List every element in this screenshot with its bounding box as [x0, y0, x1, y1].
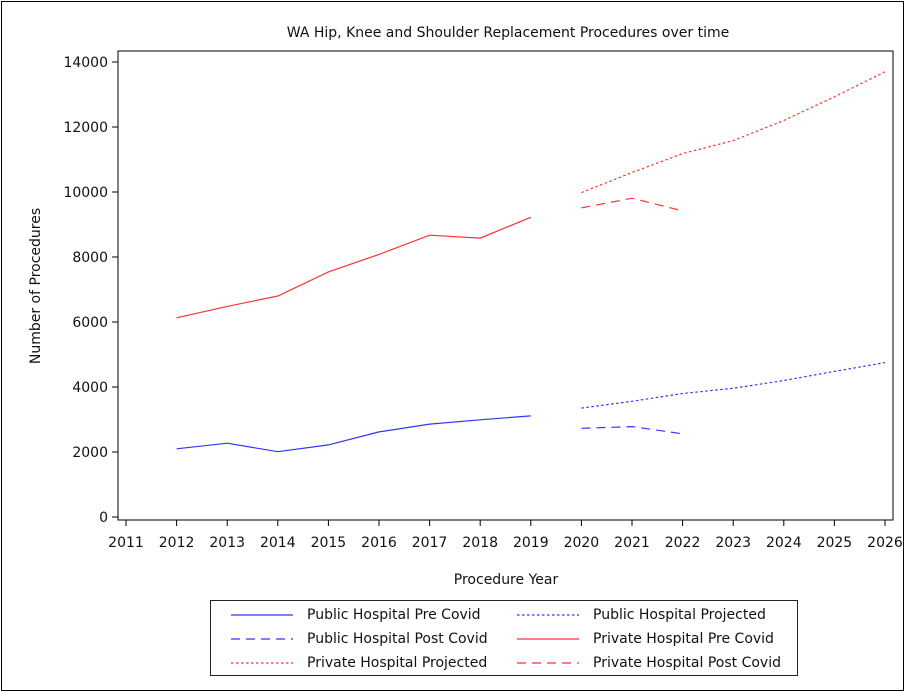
x-tick-label: 2023: [715, 535, 751, 551]
x-tick-label: 2012: [159, 535, 195, 551]
legend-label: Public Hospital Post Covid: [307, 631, 488, 647]
legend-label: Public Hospital Pre Covid: [307, 607, 481, 623]
legend: Public Hospital Pre Covid Public Hospital…: [210, 600, 798, 676]
x-axis: 2011 2012 2013 2014 2015 2016 2017 2018 2019 2020…: [108, 520, 903, 551]
x-tick-label: 2019: [513, 535, 549, 551]
legend-item: Public Hospital Projected: [517, 605, 766, 625]
legend-swatch: [231, 634, 293, 644]
series-layer: [177, 72, 885, 452]
legend-label: Private Hospital Pre Covid: [593, 631, 774, 647]
legend-label: Public Hospital Projected: [593, 607, 766, 623]
legend-item: Private Hospital Pre Covid: [517, 629, 774, 649]
y-tick-label: 6000: [72, 315, 108, 331]
legend-swatch: [517, 658, 579, 668]
x-axis-label: Procedure Year: [454, 572, 559, 588]
y-tick-label: 2000: [72, 445, 108, 461]
series-line-public-hospital-pre-covid: [177, 416, 531, 452]
y-tick-label: 10000: [63, 185, 108, 201]
y-tick-label: 12000: [63, 120, 108, 136]
line-chart: WA Hip, Knee and Shoulder Replacement Pr…: [0, 0, 906, 600]
x-tick-label: 2011: [108, 535, 144, 551]
legend-label: Private Hospital Projected: [307, 655, 487, 671]
x-tick-label: 2026: [867, 535, 903, 551]
x-tick-label: 2024: [766, 535, 802, 551]
x-tick-label: 2025: [817, 535, 853, 551]
x-tick-label: 2013: [209, 535, 245, 551]
y-tick-label: 8000: [72, 250, 108, 266]
legend-swatch: [517, 610, 579, 620]
x-tick-label: 2017: [412, 535, 448, 551]
x-tick-label: 2021: [614, 535, 650, 551]
x-tick-label: 2014: [260, 535, 296, 551]
series-line-private-hospital-projected: [581, 72, 885, 193]
x-tick-label: 2022: [665, 535, 701, 551]
series-line-private-hospital-post-covid: [581, 198, 682, 211]
legend-item: Private Hospital Post Covid: [517, 653, 781, 673]
y-tick-label: 14000: [63, 55, 108, 71]
legend-swatch: [517, 634, 579, 644]
x-tick-label: 2015: [311, 535, 347, 551]
legend-item: Public Hospital Post Covid: [231, 629, 488, 649]
y-axis: 0 2000 4000 6000 8000 10000 12000 14000: [63, 55, 118, 526]
legend-label: Private Hospital Post Covid: [593, 655, 781, 671]
x-tick-label: 2016: [361, 535, 397, 551]
series-line-private-hospital-pre-covid: [177, 217, 531, 317]
y-axis-label: Number of Procedures: [28, 208, 44, 364]
legend-swatch: [231, 610, 293, 620]
x-tick-label: 2020: [564, 535, 600, 551]
y-tick-label: 4000: [72, 380, 108, 396]
series-line-public-hospital-projected: [581, 363, 885, 409]
plot-area-frame: [118, 51, 893, 520]
legend-swatch: [231, 658, 293, 668]
chart-title: WA Hip, Knee and Shoulder Replacement Pr…: [287, 25, 729, 41]
y-tick-label: 0: [99, 510, 108, 526]
series-line-public-hospital-post-covid: [581, 427, 682, 434]
legend-item: Public Hospital Pre Covid: [231, 605, 481, 625]
x-tick-label: 2018: [462, 535, 498, 551]
legend-item: Private Hospital Projected: [231, 653, 487, 673]
